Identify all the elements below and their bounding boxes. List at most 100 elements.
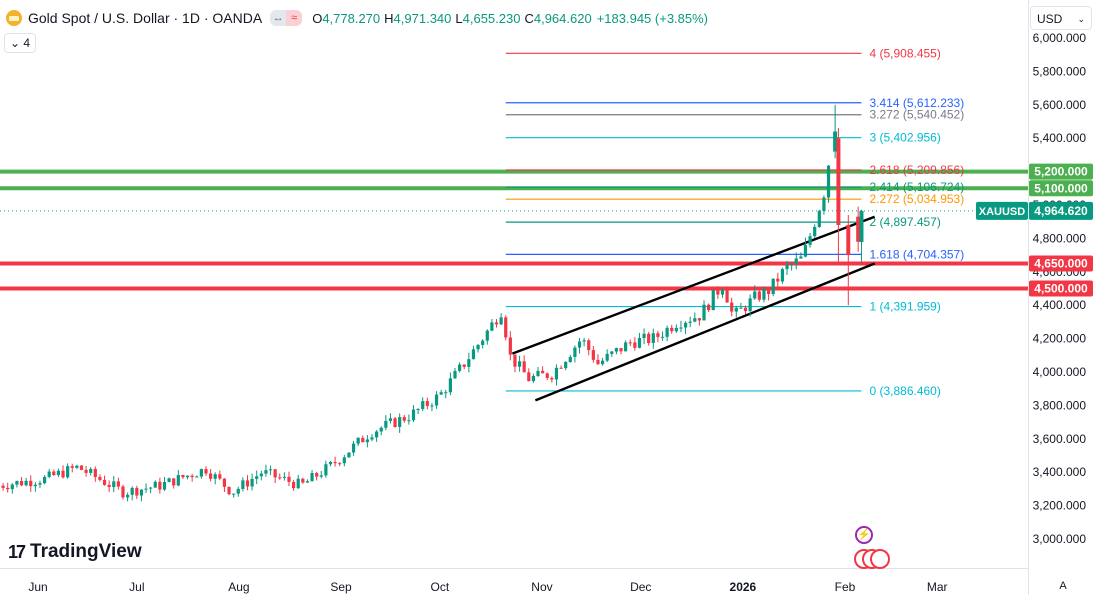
candle-body <box>743 307 748 312</box>
candle-body <box>739 307 743 309</box>
candle-body <box>693 318 697 322</box>
candle-body <box>485 330 489 341</box>
time-tick-label: Dec <box>630 580 651 594</box>
candle-body <box>674 327 678 332</box>
candle-body <box>785 264 789 270</box>
candle-body <box>651 333 655 344</box>
candle-body <box>803 244 808 257</box>
candle-body <box>204 469 208 474</box>
candle-body <box>24 480 28 486</box>
open-value: 4,778.270 <box>322 10 381 26</box>
candles <box>0 104 864 502</box>
price-tick-label: 5,400.000 <box>1033 131 1087 145</box>
fib-label: 0 (3,886.460) <box>869 384 940 398</box>
level-price-tag <box>1029 163 1093 180</box>
candle-body <box>619 348 623 352</box>
candle-body <box>379 427 383 432</box>
candle-body <box>545 373 549 378</box>
candle-body <box>56 470 61 476</box>
candle-body <box>407 420 411 422</box>
candle-body <box>384 420 388 428</box>
candle-body <box>218 474 222 479</box>
candle-body <box>315 473 319 477</box>
candle-body <box>375 431 379 438</box>
candle-body <box>144 488 148 490</box>
price-axis[interactable]: 6,000.000 5,800.000 5,600.000 5,400.000 5,20… <box>976 0 1096 595</box>
last-price-tag <box>1029 201 1093 220</box>
candle-body <box>158 481 162 490</box>
candle-body <box>255 476 259 479</box>
candle-body <box>683 322 688 328</box>
price-tick-label: 4,000.000 <box>1033 365 1087 379</box>
candle-body <box>822 197 826 211</box>
economic-events[interactable] <box>854 549 896 571</box>
candle-body <box>33 484 37 487</box>
candle-body <box>102 479 107 485</box>
candle-body <box>236 488 240 494</box>
candle-body <box>107 484 111 488</box>
last-price-label: 4,964.620 <box>1034 204 1088 218</box>
candle-body <box>351 443 356 453</box>
candle-body <box>338 463 342 465</box>
candle-body <box>642 333 646 339</box>
candle-body <box>554 367 559 380</box>
candle-body <box>213 474 217 479</box>
candle-body <box>310 473 314 482</box>
candle-body <box>328 462 333 465</box>
price-tick-label: 4,800.000 <box>1033 231 1087 245</box>
us-flag-icon[interactable] <box>870 549 890 569</box>
candle-body <box>305 481 310 483</box>
candle-body <box>833 131 838 152</box>
arrows-icon[interactable]: ↔ <box>270 10 287 26</box>
symbol-title[interactable]: Gold Spot / U.S. Dollar · 1D · OANDA <box>28 10 263 26</box>
indicator-toggle[interactable]: ↔ ≈ <box>270 10 303 26</box>
change-value: +183.945 (+3.85%) <box>596 10 709 26</box>
time-tick-label: 2026 <box>730 580 757 594</box>
candle-body <box>153 481 157 488</box>
candle-body <box>89 468 93 473</box>
symbol-header: Gold Spot / U.S. Dollar · 1D · OANDA ↔ ≈… <box>6 9 708 27</box>
candle-body <box>61 470 65 478</box>
time-axis[interactable]: Jun Jul Aug Sep Oct Nov Dec 2026 Feb Mar <box>0 568 1028 595</box>
currency-select[interactable]: USD ⌄ <box>1030 6 1092 30</box>
candle-body <box>181 474 185 478</box>
candle-body <box>780 269 785 282</box>
tradingview-logo[interactable]: 17 TradingView <box>8 541 142 563</box>
candle-body <box>660 336 665 338</box>
channel-line <box>511 215 876 355</box>
collapse-indicators-button[interactable]: ⌄ 4 <box>4 33 36 53</box>
wave-icon[interactable]: ≈ <box>286 10 303 26</box>
candle-body <box>531 375 535 382</box>
candle-body <box>172 478 176 486</box>
candle-body <box>195 476 199 478</box>
candle-body <box>388 418 393 421</box>
high-label: H <box>384 10 394 26</box>
candle-body <box>582 340 586 342</box>
candle-body <box>162 482 167 490</box>
candle-body <box>517 361 522 367</box>
price-tick-label: 4,200.000 <box>1033 332 1087 346</box>
candle-body <box>559 367 563 369</box>
candle-body <box>116 481 120 487</box>
price-tick-label: 3,600.000 <box>1033 432 1087 446</box>
candle-body <box>748 298 752 312</box>
auto-scale-button[interactable]: A <box>1059 580 1067 592</box>
candle-body <box>42 476 47 484</box>
candle-body <box>444 392 448 394</box>
fibonacci-extension: 4 (5,908.455) 3.414 (5,612.233)3.272 (5,5… <box>505 46 964 398</box>
candle-body <box>199 469 203 477</box>
price-tick-label: 3,800.000 <box>1033 398 1087 412</box>
candle-body <box>665 327 669 337</box>
candle-body <box>190 475 194 478</box>
candle-body <box>716 290 720 295</box>
candle-body <box>697 318 702 321</box>
symbol-tag <box>976 201 1028 220</box>
candle-body <box>245 480 250 487</box>
candle-body <box>273 469 277 478</box>
candle-body <box>93 468 97 477</box>
candle-body <box>600 360 605 365</box>
lightning-icon[interactable]: ⚡ <box>855 526 873 544</box>
candle-body <box>222 478 227 487</box>
fib-label: 3.414 (5,612.233) <box>869 96 964 110</box>
